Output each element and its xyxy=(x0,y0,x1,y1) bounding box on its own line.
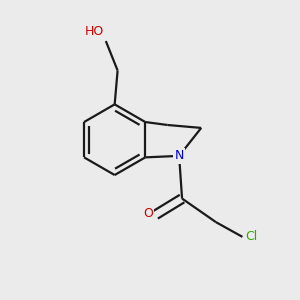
Text: N: N xyxy=(174,149,184,162)
Text: O: O xyxy=(143,207,153,220)
Text: HO: HO xyxy=(85,25,104,38)
Text: Cl: Cl xyxy=(245,230,258,243)
